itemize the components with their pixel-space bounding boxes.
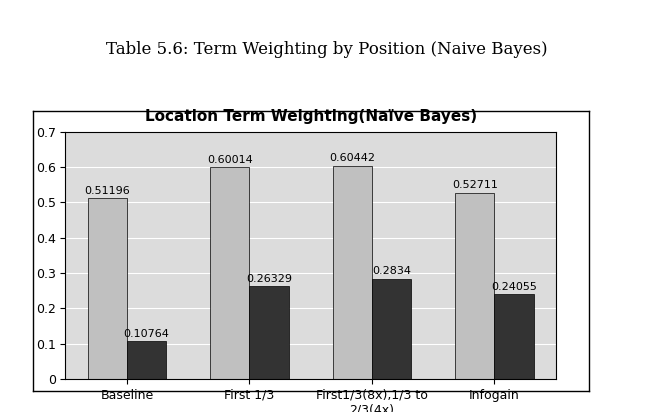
Bar: [88, 198, 127, 379]
Text: 0.60442: 0.60442: [330, 153, 375, 163]
Title: Location Term Weighting(Naïve Bayes): Location Term Weighting(Naïve Bayes): [145, 109, 477, 124]
Bar: [333, 166, 372, 379]
Text: 0.24055: 0.24055: [491, 282, 537, 292]
Bar: [372, 279, 411, 379]
Bar: [249, 286, 288, 379]
Text: Table 5.6: Term Weighting by Position (Naive Bayes): Table 5.6: Term Weighting by Position (N…: [106, 41, 548, 58]
Bar: [127, 341, 166, 379]
Bar: [210, 167, 249, 379]
Text: 0.2834: 0.2834: [372, 267, 411, 276]
Text: 0.26329: 0.26329: [246, 274, 292, 283]
Text: 0.10764: 0.10764: [124, 328, 169, 339]
Bar: [494, 294, 534, 379]
Text: 0.51196: 0.51196: [84, 186, 130, 196]
Bar: [455, 193, 494, 379]
Text: 0.52711: 0.52711: [452, 180, 498, 190]
Text: 0.60014: 0.60014: [207, 154, 252, 165]
